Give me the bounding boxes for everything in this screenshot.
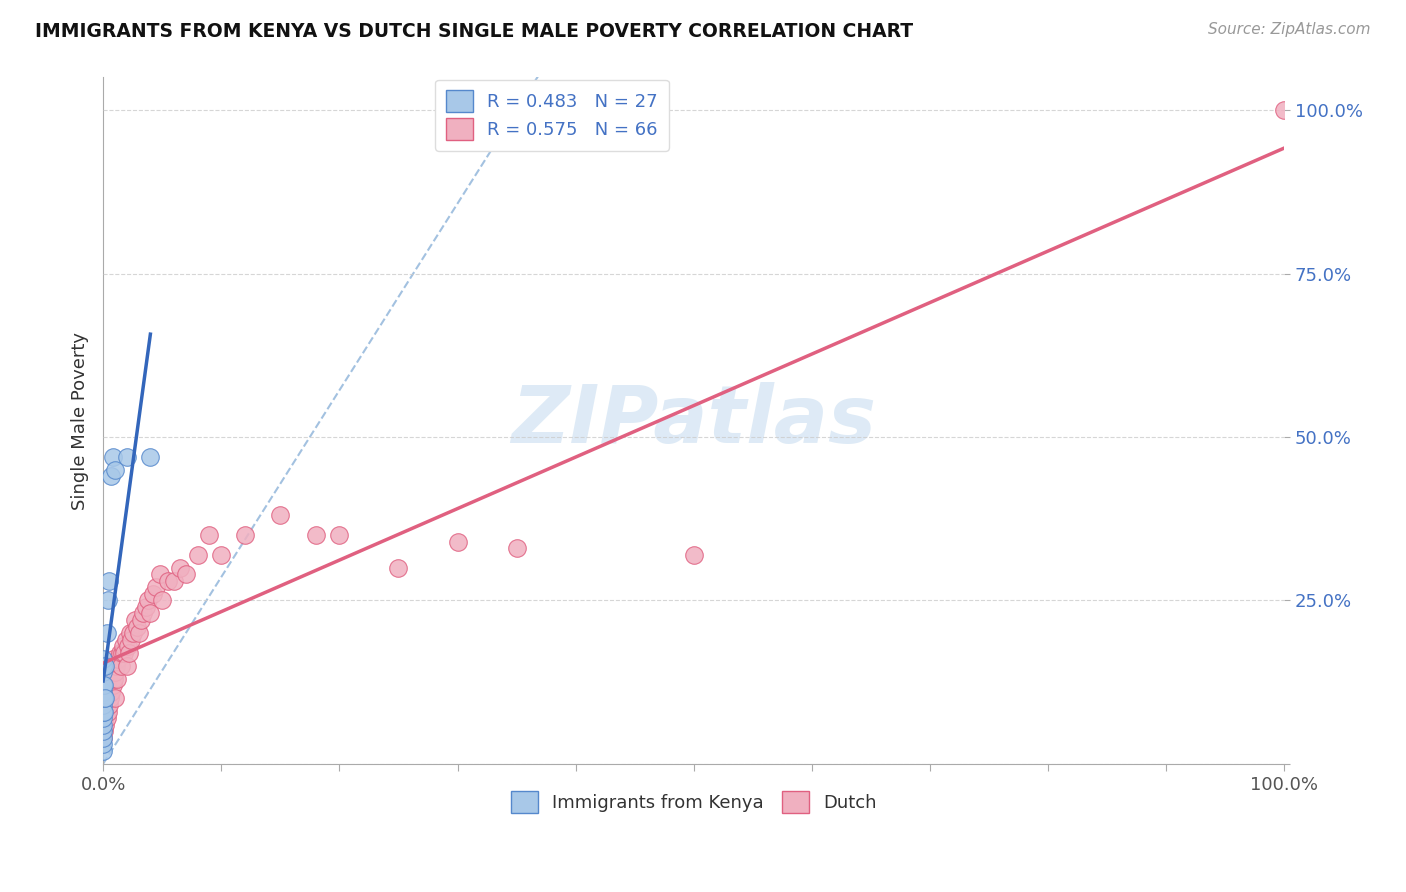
Text: Source: ZipAtlas.com: Source: ZipAtlas.com (1208, 22, 1371, 37)
Point (136, 593, 159, 607)
Point (187, 548, 209, 562)
Text: ZIPatlas: ZIPatlas (512, 382, 876, 459)
Point (94, 691, 117, 706)
Point (174, 567, 197, 582)
Point (1274, 103, 1296, 117)
Point (120, 626, 142, 640)
Point (94, 717, 117, 731)
Point (91, 658, 114, 673)
Point (93, 705, 115, 719)
Point (100, 658, 122, 673)
Point (157, 574, 180, 588)
Point (91, 678, 114, 692)
Point (93, 724, 115, 739)
Point (129, 613, 152, 627)
Point (117, 639, 139, 653)
Point (682, 548, 704, 562)
Point (91, 705, 114, 719)
Point (96, 678, 118, 692)
Point (209, 548, 232, 562)
Point (98, 574, 121, 588)
Point (135, 599, 157, 614)
Point (139, 607, 162, 621)
Point (91, 711, 114, 725)
Point (112, 639, 135, 653)
Point (104, 691, 127, 706)
Point (104, 463, 127, 477)
Point (105, 658, 128, 673)
Point (121, 626, 143, 640)
Point (91, 691, 114, 706)
Point (91, 698, 114, 712)
Point (105, 672, 128, 686)
Point (387, 560, 409, 574)
Point (169, 560, 191, 574)
Point (101, 450, 124, 464)
Point (91, 724, 114, 739)
Point (124, 613, 146, 627)
Point (149, 567, 172, 582)
Point (111, 646, 134, 660)
Point (118, 646, 141, 660)
Legend: Immigrants from Kenya, Dutch: Immigrants from Kenya, Dutch (501, 780, 887, 823)
Point (98, 691, 121, 706)
Point (96, 626, 118, 640)
Point (94, 691, 117, 706)
Point (139, 450, 162, 464)
Point (91, 691, 114, 706)
Point (93, 691, 115, 706)
Point (127, 619, 149, 633)
Point (91, 717, 114, 731)
Point (91, 744, 114, 758)
Point (91, 678, 114, 692)
Point (305, 528, 328, 542)
Point (328, 528, 350, 542)
Point (91, 737, 114, 751)
Y-axis label: Single Male Poverty: Single Male Poverty (72, 332, 89, 509)
Point (91, 705, 114, 719)
Point (115, 450, 138, 464)
Point (101, 678, 124, 692)
Point (91, 685, 114, 699)
Point (91, 717, 114, 731)
Point (94, 658, 117, 673)
Point (97, 672, 120, 686)
Point (97, 593, 120, 607)
Point (505, 541, 527, 555)
Point (145, 580, 167, 594)
Point (91, 731, 114, 745)
Point (100, 685, 122, 699)
Point (93, 705, 115, 719)
Point (91, 665, 114, 680)
Text: IMMIGRANTS FROM KENYA VS DUTCH SINGLE MALE POVERTY CORRELATION CHART: IMMIGRANTS FROM KENYA VS DUTCH SINGLE MA… (35, 22, 914, 41)
Point (446, 534, 468, 549)
Point (269, 508, 291, 523)
Point (98, 698, 121, 712)
Point (97, 705, 120, 719)
Point (107, 652, 129, 666)
Point (114, 632, 136, 647)
Point (132, 607, 155, 621)
Point (98, 665, 121, 680)
Point (91, 652, 114, 666)
Point (163, 574, 186, 588)
Point (110, 658, 132, 673)
Point (93, 678, 115, 692)
Point (150, 593, 173, 607)
Point (121, 632, 143, 647)
Point (112, 646, 135, 660)
Point (103, 672, 125, 686)
Point (115, 658, 138, 673)
Point (128, 626, 150, 640)
Point (101, 652, 124, 666)
Point (91, 731, 114, 745)
Point (198, 528, 221, 542)
Point (96, 711, 118, 725)
Point (142, 587, 165, 601)
Point (108, 646, 131, 660)
Point (233, 528, 256, 542)
Point (100, 469, 122, 483)
Point (104, 665, 127, 680)
